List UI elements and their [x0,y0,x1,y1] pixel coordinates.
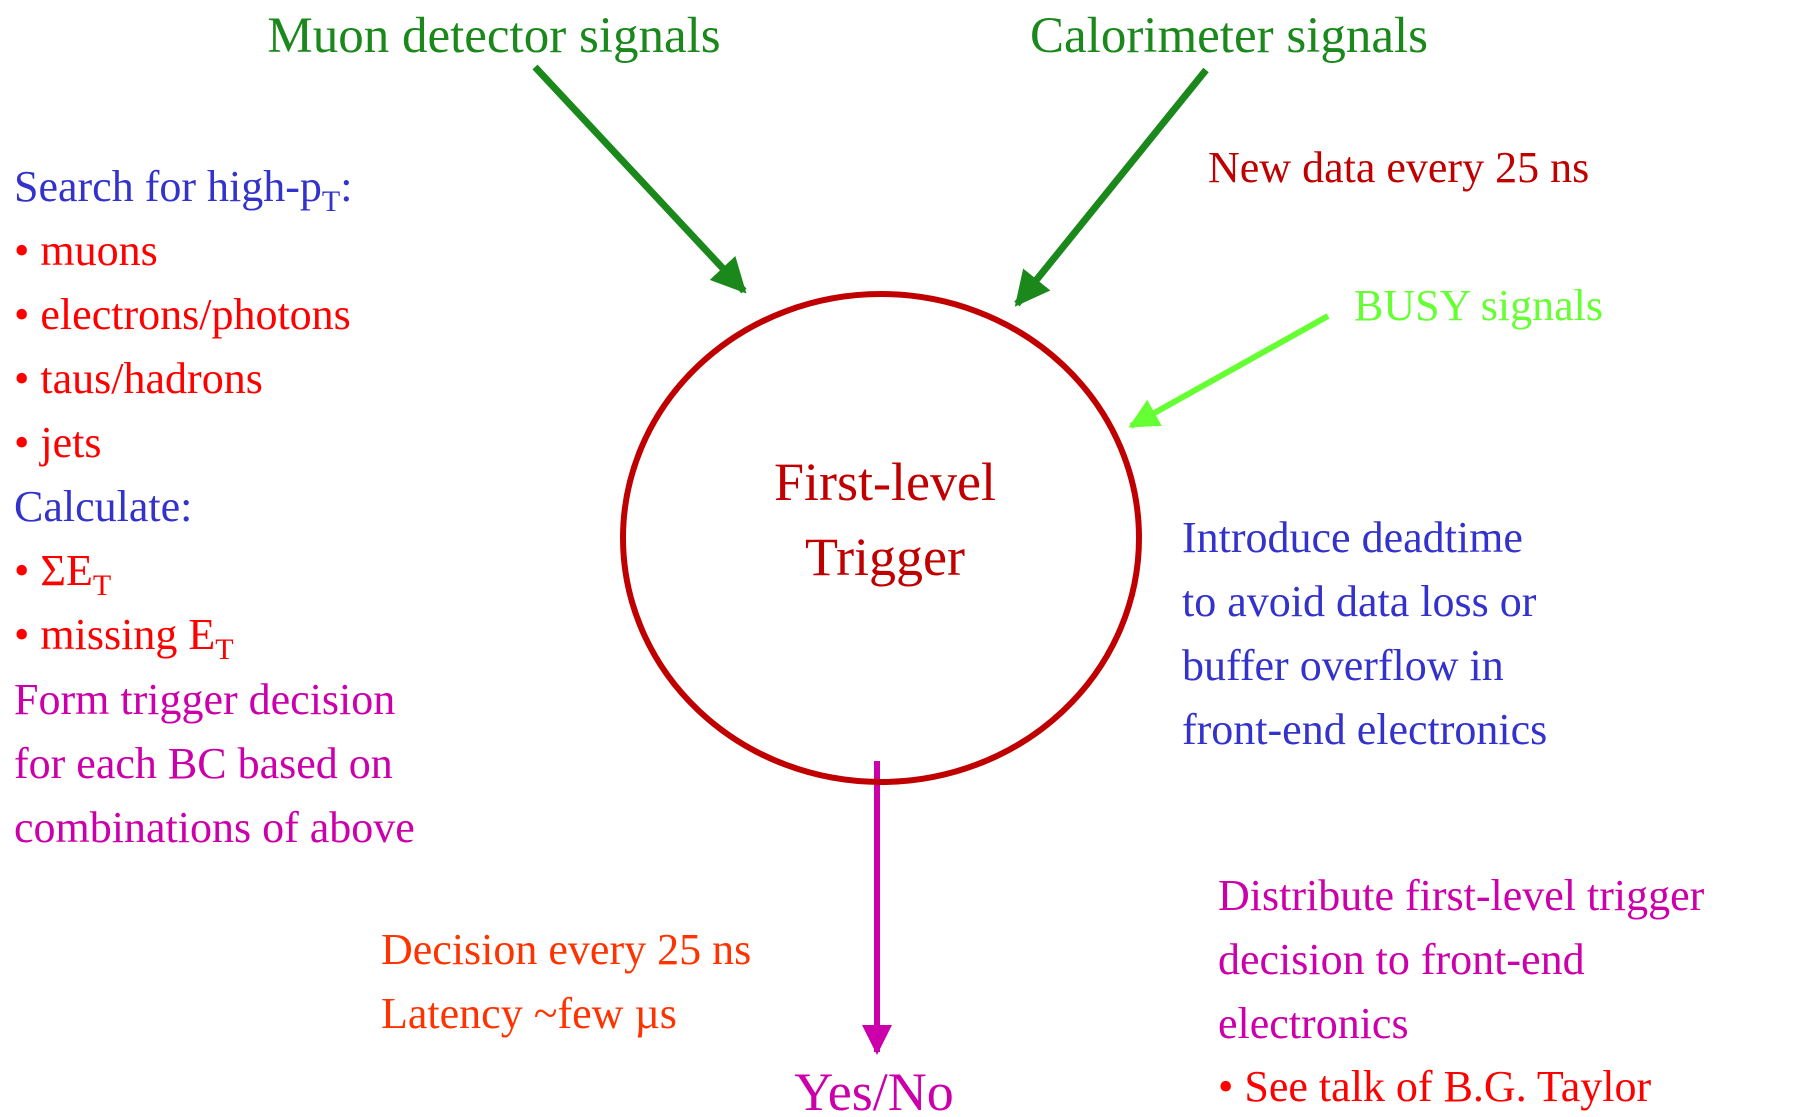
list-item: • See talk of B.G. Taylor [1218,1062,1651,1111]
list-item: • muons [14,226,158,275]
search-heading: Search for high-pT: [14,162,352,218]
text: ΣE [40,546,93,595]
bullet: • [14,290,29,339]
list-item: • ΣET [14,546,111,602]
text: taus/hadrons [40,354,262,403]
busy-label: BUSY signals [1354,281,1603,330]
list-item: • jets [14,418,102,467]
busy-arrow [1128,313,1330,429]
list-item: • missing ET [14,610,234,666]
calculate-heading: Calculate: [14,482,192,531]
trigger-circle [620,291,1142,785]
decision-line: Decision every 25 ns [381,925,751,974]
deadtime-line: front-end electronics [1182,705,1547,754]
bullet: • [1218,1062,1233,1111]
center-line: Trigger [805,527,965,587]
deadtime-line: Introduce deadtime [1182,513,1523,562]
text: missing E [40,610,215,659]
bullet: • [14,354,29,403]
form-line: combinations of above [14,803,415,852]
deadtime-line: buffer overflow in [1182,641,1504,690]
distribute-line: decision to front-end [1218,935,1585,984]
text: electrons/photons [40,290,350,339]
text: Search for high-p [14,162,322,211]
bullet: • [14,610,29,659]
subscript: T [215,633,233,666]
text: muons [40,226,157,275]
bullet: • [14,418,29,467]
distribute-line: Distribute first-level trigger [1218,871,1705,920]
bullet: • [14,546,29,595]
text: jets [38,418,101,467]
center-line: First-level [774,452,996,512]
muon-arrow [532,64,747,294]
list-item: • taus/hadrons [14,354,263,403]
text: See talk of B.G. Taylor [1244,1062,1651,1111]
decision-line: Latency ~few µs [381,989,677,1038]
deadtime-line: to avoid data loss or [1182,577,1537,626]
distribute-line: electronics [1218,999,1409,1048]
subscript: T [322,185,340,218]
form-line: for each BC based on [14,739,393,788]
list-item: • electrons/photons [14,290,351,339]
bullet: • [14,226,29,275]
muon-label: Muon detector signals [267,8,720,64]
form-line: Form trigger decision [14,675,395,724]
calorimeter-label: Calorimeter signals [1030,8,1428,64]
output-label: Yes/No [794,1062,954,1117]
rate-note: New data every 25 ns [1208,143,1589,192]
calorimeter-arrow [1014,67,1209,307]
subscript: T [93,569,111,602]
text: : [340,162,352,211]
